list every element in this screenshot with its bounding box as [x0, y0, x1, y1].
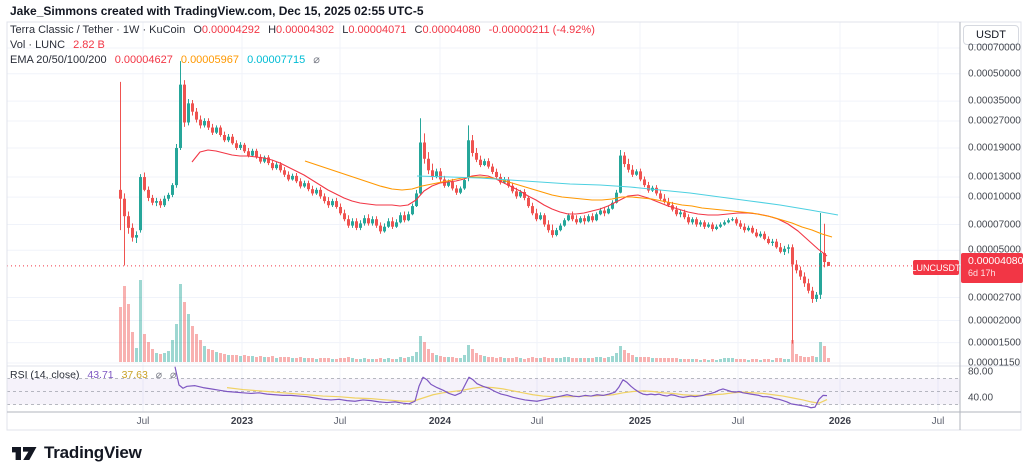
- tradingview-logo-icon: [12, 446, 37, 460]
- price-tick-label: 0.00010000: [968, 191, 1021, 203]
- legend-row-volume[interactable]: Vol · LUNC 2.82 B: [10, 38, 595, 53]
- change-value: -0.00000211 (-4.92%): [488, 24, 595, 36]
- ema50-value: 0.00005967: [180, 54, 240, 66]
- volume-value: 2.82 B: [73, 39, 105, 51]
- watermark-credit: Jake_Simmons created with TradingView.co…: [10, 4, 424, 18]
- tradingview-wordmark: TradingView: [44, 443, 142, 462]
- ema-label: EMA 20/50/100/200: [10, 54, 107, 66]
- time-tick-year-label: 2023: [230, 416, 254, 427]
- price-tick-label: 0.00019000: [968, 142, 1021, 154]
- symbol-legend[interactable]: Terra Classic / Tether · 1W · KuCoin O0.…: [10, 23, 595, 68]
- ema100-value: 0.00007715: [247, 54, 306, 66]
- ema20-value: 0.00004627: [114, 54, 173, 66]
- legend-row-symbol[interactable]: Terra Classic / Tether · 1W · KuCoin O0.…: [10, 23, 595, 38]
- time-tick-month-label: Jul: [530, 416, 544, 427]
- time-tick-month-label: Jul: [136, 416, 150, 427]
- price-axis[interactable]: USDT 0.00070000 0.00050000 0.00035000 0.000…: [960, 22, 1024, 430]
- rsi-ma-value: 37.63: [121, 369, 148, 381]
- time-tick-month-label: Jul: [333, 416, 347, 427]
- last-price-axis-label: 0.00004080 6d 17h: [961, 253, 1023, 283]
- last-price-value: 0.00004080: [968, 255, 1024, 267]
- ohlc-high-value: 0.00004302: [276, 24, 335, 36]
- price-tick-label: 0.00070000: [968, 42, 1021, 54]
- rsi-band2-disabled-icon: ⌀: [170, 369, 177, 381]
- price-tick-label: 0.00007000: [968, 219, 1021, 230]
- rsi-tick-label: 80.00: [968, 366, 994, 378]
- price-tick-label: 0.00050000: [968, 68, 1021, 80]
- time-tick-year-label: 2024: [428, 416, 452, 427]
- price-tick-label: 0.00002000: [968, 315, 1021, 327]
- time-tick-year-label: 2025: [628, 416, 652, 427]
- rsi-value: 43.71: [87, 369, 114, 381]
- rsi-band-disabled-icon: ⌀: [155, 369, 163, 381]
- price-tick-label: 0.00002700: [968, 292, 1021, 304]
- ema200-disabled-icon: ⌀: [313, 54, 320, 66]
- price-tick-label: 0.00027000: [968, 115, 1021, 127]
- bar-countdown: 6d 17h: [968, 268, 996, 278]
- price-tick-label: 0.00001500: [968, 337, 1021, 349]
- price-tick-label: 0.00035000: [968, 95, 1021, 107]
- ohlc-high-key: H: [268, 24, 277, 36]
- volume-label: Vol · LUNC: [10, 39, 66, 51]
- rsi-tick-label: 40.00: [968, 392, 994, 404]
- rsi-legend[interactable]: RSI (14, close) 43.71 37.63 ⌀ ⌀: [10, 369, 176, 381]
- currency-toggle-button[interactable]: USDT: [963, 25, 1019, 45]
- tradingview-logo[interactable]: TradingView: [12, 443, 142, 463]
- rsi-label: RSI (14, close): [10, 369, 80, 381]
- last-price-symbol-chip: LUNCUSDT: [912, 260, 961, 275]
- legend-row-ema[interactable]: EMA 20/50/100/200 0.00004627 0.00005967 …: [10, 53, 595, 68]
- symbol-title[interactable]: Terra Classic / Tether · 1W · KuCoin: [10, 24, 186, 36]
- ohlc-close-value: 0.00004080: [422, 24, 481, 36]
- ohlc-open-key: O: [193, 24, 202, 36]
- time-tick-year-label: 2026: [828, 416, 852, 427]
- price-tick-label: 0.00005000: [968, 244, 1021, 256]
- ohlc-open-value: 0.00004292: [201, 24, 260, 36]
- time-tick-month-label: Jul: [731, 416, 745, 427]
- ohlc-low-key: L: [342, 24, 349, 36]
- price-tick-label: 0.00001150: [968, 357, 1021, 369]
- time-axis[interactable]: Jul 2023 Jul 2024 Jul 2025 Jul 2026 Jul: [0, 413, 1024, 431]
- price-tick-label: 0.00013000: [968, 171, 1021, 183]
- time-tick-month-label: Jul: [931, 416, 945, 427]
- ohlc-close-key: C: [414, 24, 423, 36]
- ohlc-low-value: 0.00004071: [348, 24, 407, 36]
